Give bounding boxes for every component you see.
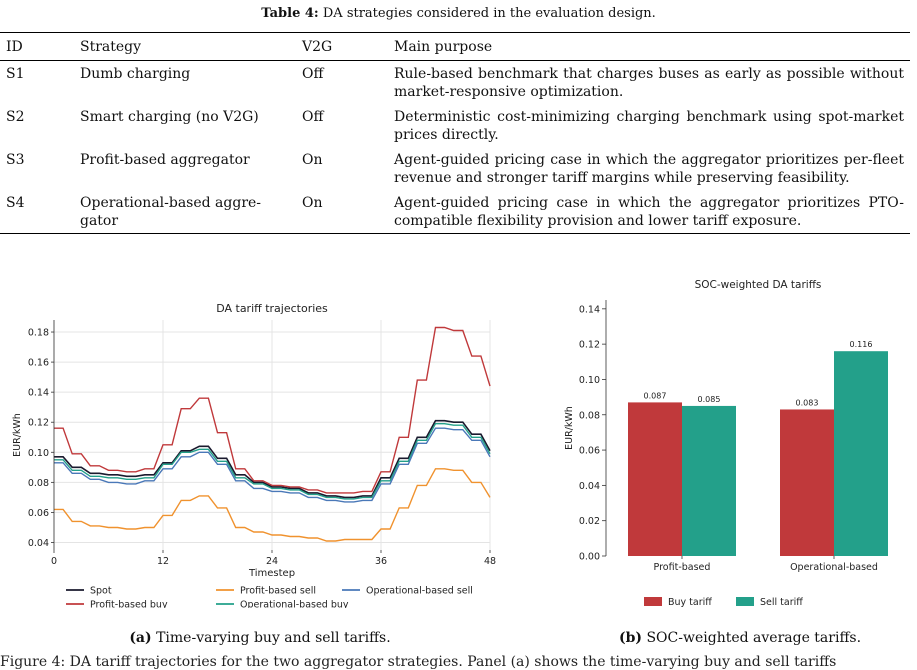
- cell-id: S2: [6, 109, 25, 125]
- x-tick-label: 36: [375, 556, 387, 567]
- x-tick-label: 24: [266, 556, 278, 567]
- cell-v2g: On: [302, 195, 323, 211]
- x-tick-label: 48: [484, 556, 496, 567]
- series-line-operational-based-buy: [54, 422, 491, 500]
- y-tick-label: 0.04: [28, 538, 49, 549]
- table-row: S4 Operational-based aggre-gator On Agen…: [0, 190, 910, 234]
- y-axis-label: EUR/kWh: [564, 406, 575, 450]
- chart-title: SOC-weighted DA tariffs: [695, 279, 822, 291]
- table-caption-text: DA strategies considered in the evaluati…: [322, 6, 656, 21]
- y-tick-label: 0.18: [28, 328, 49, 339]
- cell-strategy: Operational-based aggre-gator: [80, 195, 262, 229]
- bar-sell-tariff: [834, 351, 888, 556]
- bar-value-label: 0.087: [644, 391, 667, 400]
- y-tick-label: 0.00: [579, 552, 600, 563]
- x-axis-label: Timestep: [248, 568, 295, 579]
- legend-label: Buy tariff: [668, 597, 712, 608]
- strategies-table: ID Strategy V2G Main purpose S1 Dumb cha…: [0, 32, 910, 234]
- cell-v2g: Off: [302, 66, 324, 82]
- cell-main-purpose: Agent-guided pricing case in which the a…: [394, 152, 904, 186]
- cell-v2g: Off: [302, 109, 324, 125]
- figure-caption-truncated: Figure 4: DA tariff trajectories for the…: [0, 654, 837, 670]
- cell-main-purpose: Agent-guided pricing case in which the a…: [394, 195, 904, 229]
- soc-weighted-tariffs-bar-chart: 0.00 0.02 0.04 0.06 0.08 0.10 0.12 0.14 0.087 0.0…: [564, 279, 888, 608]
- bar-value-label: 0.085: [698, 395, 721, 404]
- y-tick-label: 0.06: [28, 508, 49, 519]
- y-tick-label: 0.04: [579, 481, 600, 492]
- table-caption-label: Table 4:: [261, 6, 319, 21]
- y-tick-label: 0.16: [28, 358, 49, 369]
- y-axis-label: EUR/kWh: [12, 413, 23, 457]
- series-line-spot: [54, 419, 491, 499]
- column-header-main-purpose: Main purpose: [394, 39, 493, 55]
- cell-strategy: Dumb charging: [80, 66, 191, 82]
- legend-label: Sell tariff: [760, 597, 803, 608]
- column-header-strategy: Strategy: [80, 39, 142, 55]
- x-tick-label: 0: [51, 556, 57, 567]
- x-tick-label: Operational-based: [790, 562, 878, 573]
- chart-title: DA tariff trajectories: [216, 302, 328, 315]
- cell-strategy: Profit-based aggregator: [80, 152, 250, 168]
- x-tick-label: Profit-based: [654, 562, 711, 573]
- cell-main-purpose: Rule-based benchmark that charges buses …: [394, 66, 904, 100]
- y-tick-label: 0.12: [28, 418, 49, 429]
- bar-value-label: 0.116: [850, 340, 873, 349]
- figure-b-label: (b): [618, 630, 643, 646]
- figure-b-caption-text: SOC-weighted average tariffs.: [646, 630, 862, 646]
- legend-label: Profit-based sell: [240, 586, 316, 597]
- y-tick-label: 0.08: [579, 410, 600, 421]
- figure-a-caption-text: Time-varying buy and sell tariffs.: [156, 630, 391, 646]
- legend-swatch: [736, 597, 754, 606]
- cell-v2g: On: [302, 152, 323, 168]
- bar-sell-tariff: [682, 405, 736, 556]
- table-row: S2 Smart charging (no V2G) Off Determini…: [0, 104, 910, 147]
- series-line-profit-based-buy: [54, 326, 491, 494]
- tariff-trajectories-line-chart: 0.04 0.06 0.08 0.10 0.12 0.14 0.16 0.18 0 12 24 36 4…: [12, 302, 496, 609]
- series-line-operational-based-sell: [54, 427, 491, 503]
- y-tick-label: 0.14: [28, 388, 49, 399]
- cell-main-purpose: Deterministic cost-minimizing charging b…: [394, 109, 904, 143]
- cell-id: S1: [6, 66, 25, 82]
- table-row: S1 Dumb charging Off Rule-based benchmar…: [0, 61, 910, 105]
- legend-label: Profit-based buy: [90, 600, 168, 609]
- table-header-row: ID Strategy V2G Main purpose: [0, 32, 910, 61]
- x-tick-label: 12: [157, 556, 169, 567]
- bar-value-label: 0.083: [796, 398, 819, 407]
- y-tick-label: 0.02: [579, 516, 600, 527]
- y-tick-label: 0.08: [28, 478, 49, 489]
- cell-id: S4: [6, 195, 25, 211]
- cell-strategy: Smart charging (no V2G): [80, 109, 259, 125]
- legend-label: Spot: [90, 586, 112, 597]
- figure-a-label: (a): [129, 630, 152, 646]
- figure-a-caption: (a) Time-varying buy and sell tariffs.: [60, 630, 460, 646]
- y-tick-label: 0.12: [579, 340, 600, 351]
- series-line-profit-based-sell: [54, 468, 491, 542]
- y-tick-label: 0.06: [579, 446, 600, 457]
- bar-buy-tariff: [628, 402, 682, 556]
- y-tick-label: 0.10: [28, 448, 49, 459]
- legend-label: Operational-based sell: [366, 586, 473, 597]
- table-row: S3 Profit-based aggregator On Agent-guid…: [0, 147, 910, 190]
- column-header-id: ID: [6, 39, 23, 55]
- bar-buy-tariff: [780, 409, 834, 556]
- cell-id: S3: [6, 152, 25, 168]
- figure-b-caption: (b) SOC-weighted average tariffs.: [570, 630, 910, 646]
- legend-label: Operational-based buy: [240, 600, 349, 609]
- y-tick-label: 0.10: [579, 375, 600, 386]
- y-tick-label: 0.14: [579, 304, 600, 315]
- table-caption: Table 4: DA strategies considered in the…: [0, 6, 917, 21]
- column-header-v2g: V2G: [302, 39, 333, 55]
- legend-swatch: [644, 597, 662, 606]
